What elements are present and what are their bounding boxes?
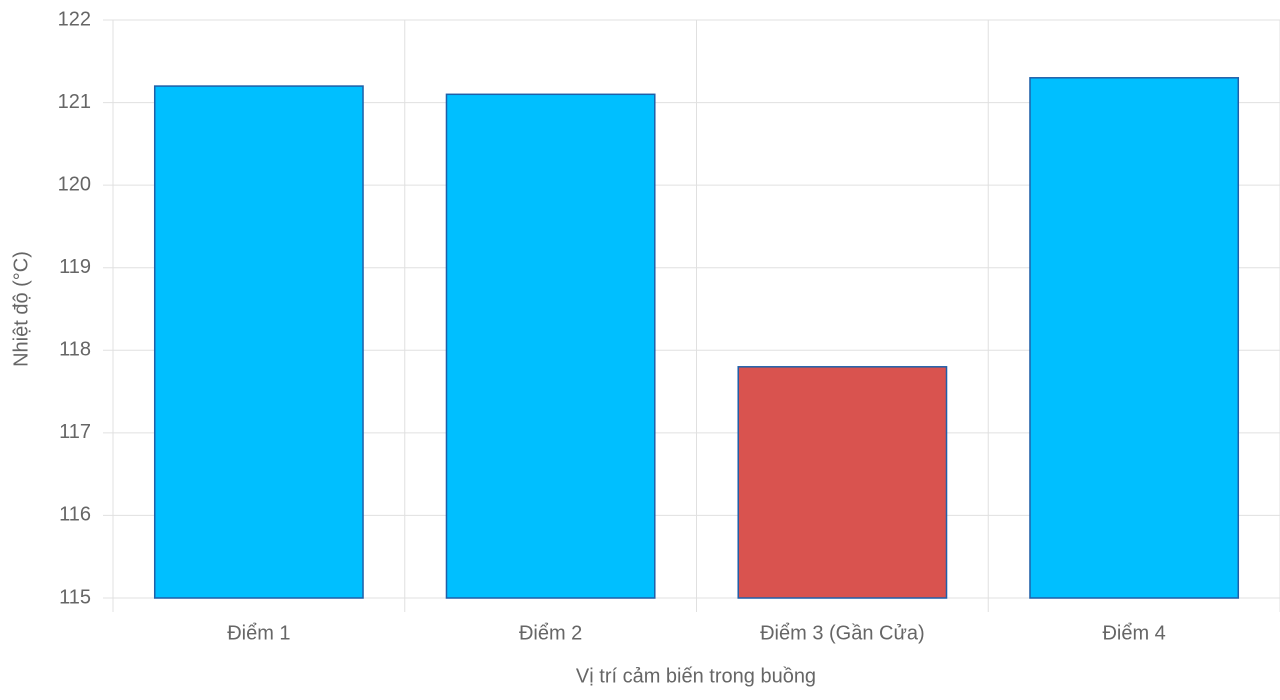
- y-axis-title: Nhiệt độ (°C): [10, 251, 32, 367]
- y-tick-label: 119: [59, 256, 91, 278]
- y-tick-label: 116: [59, 504, 91, 526]
- y-tick-label: 118: [59, 339, 91, 361]
- x-axis-title: Vị trí cảm biến trong buồng: [576, 665, 816, 687]
- x-tick-label: Điểm 2: [519, 622, 582, 644]
- bar: [153, 85, 364, 599]
- x-tick-label: Điểm 4: [1102, 622, 1165, 644]
- y-tick-label: 120: [58, 173, 91, 195]
- y-tick-label: 115: [59, 586, 91, 608]
- bar: [1029, 77, 1240, 599]
- bar: [445, 93, 656, 599]
- y-tick-label: 117: [59, 421, 91, 443]
- x-tick-label: Điểm 1: [227, 622, 290, 644]
- bar: [737, 366, 948, 599]
- y-tick-label: 122: [58, 8, 91, 30]
- y-tick-label: 121: [58, 91, 91, 113]
- x-tick-label: Điểm 3 (Gần Cửa): [760, 622, 925, 644]
